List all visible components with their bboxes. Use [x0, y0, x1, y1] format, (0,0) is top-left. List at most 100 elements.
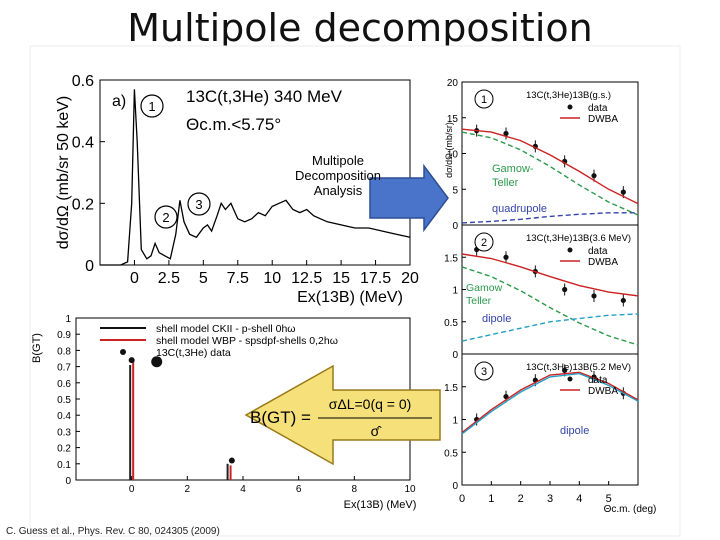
angular-y-tick-label: 1 — [452, 286, 458, 297]
spectrum-y-tick-label: 0 — [85, 258, 94, 275]
angular-y-tick-label: 20 — [447, 78, 459, 89]
angular-y-tick-label: 0 — [452, 221, 458, 232]
angular-data-point — [503, 130, 509, 137]
angular-x-tick-label: 4 — [576, 493, 582, 505]
multipole-arrow-text: Analysis — [314, 183, 363, 198]
spectrum-x-tick-label: 15 — [332, 270, 350, 287]
spectrum-frame — [99, 79, 411, 266]
angular-x-tick-label: 5 — [606, 493, 612, 505]
bgt-data-point — [128, 357, 135, 364]
angular-data-point — [503, 254, 509, 260]
annotation-quadrupole: quadrupole — [492, 203, 547, 215]
angular-y-tick-label: 1 — [452, 416, 458, 427]
spectrum-x-tick-label: 0 — [130, 270, 139, 287]
angular-legend-label: DWBA — [588, 114, 618, 125]
spectrum-y-tick-label: 0.2 — [72, 196, 94, 213]
angular-x-tick-label: 1 — [488, 493, 494, 505]
bgt-y-axis-label: B(GT) — [31, 333, 43, 363]
angular-y-tick-label: 10 — [447, 150, 459, 161]
angular-legend-swatch — [567, 104, 573, 110]
bgt-x-tick-label: 6 — [296, 484, 302, 495]
angular-y-tick-label: 15 — [447, 114, 459, 125]
spectrum-panel-label: a) — [112, 93, 126, 110]
citation: C. Guess et al., Phys. Rev. C 80, 024305… — [6, 526, 220, 537]
bgt-x-tick-label: 0 — [129, 484, 135, 495]
spectrum-x-tick-label: 17.5 — [360, 270, 391, 287]
spectrum-x-tick-label: 20 — [401, 270, 419, 287]
angular-legend-label: data — [588, 375, 608, 386]
bgt-y-tick-label: 0.1 — [57, 460, 71, 471]
angular-panel-label: 2 — [481, 237, 487, 249]
angular-panel-title: 13C(t,3He)13B(5.2 MeV) — [526, 362, 631, 373]
angular-panel-label: 1 — [481, 94, 487, 106]
angular-series-line — [461, 128, 639, 205]
bgt-y-tick-label: 0.9 — [57, 330, 71, 341]
angular-data-point — [562, 286, 568, 293]
spectrum-x-tick-label: 12.5 — [291, 270, 322, 287]
angular-series-line — [461, 131, 639, 216]
annotation-gamow-teller-1: Gamow- — [492, 163, 534, 175]
angular-y-tick-label: 0.5 — [444, 448, 458, 459]
angular-legend-label: DWBA — [588, 386, 618, 397]
angular-data-point — [591, 173, 597, 179]
angular-data-point — [591, 293, 597, 299]
angular-series-line — [461, 313, 639, 342]
bgt-y-tick-label: 0.3 — [57, 427, 71, 438]
angular-panel-circle — [474, 89, 494, 109]
slide-title: Multipole decomposition — [127, 6, 593, 50]
bgt-legend-label: 13C(t,3He) data — [156, 347, 231, 359]
bgt-x-tick-label: 8 — [352, 484, 358, 495]
bgt-data-point — [228, 457, 235, 464]
angular-panel-frame — [461, 81, 639, 226]
spectrum-title-line-1: 13C(t,3He) 340 MeV — [186, 87, 343, 106]
spectrum-y-axis-label: dσ/dΩ (mb/sr 50 keV) — [55, 96, 72, 249]
spectrum-x-tick-label: 5 — [199, 270, 208, 287]
angular-series-line — [461, 372, 639, 435]
spectrum-x-tick-label: 7.5 — [227, 270, 249, 287]
angular-data-point — [562, 367, 568, 373]
circle-marker-label: 2 — [162, 210, 169, 225]
bgt-arrow — [244, 364, 441, 466]
angular-y-tick-label: 1.5 — [444, 383, 458, 394]
angular-series-line — [461, 371, 639, 434]
bgt-x-tick-label: 2 — [185, 484, 191, 495]
annotation-dipole-3: dipole — [560, 425, 589, 437]
angular-series-line — [461, 266, 639, 346]
formula-lhs: B(GT) = — [250, 408, 311, 427]
angular-y-tick-label: 0.5 — [444, 318, 458, 329]
angular-data-point — [503, 393, 509, 400]
circle-marker-2 — [154, 205, 178, 229]
angular-y-tick-label: 1.5 — [444, 253, 458, 264]
bgt-y-tick-label: 0.2 — [57, 444, 71, 455]
multipole-arrow-text: Multipole — [312, 153, 364, 168]
spectrum-y-tick-label: 0.6 — [72, 73, 94, 90]
angular-panel-circle — [474, 232, 494, 252]
angular-panel-title: 13C(t,3He)13B(3.6 MeV) — [526, 233, 631, 244]
angular-data-point — [620, 189, 626, 195]
annotation-gamow-teller-2: Gamow — [466, 282, 503, 294]
annotation-gamow-teller-2b: Teller — [466, 295, 492, 307]
angular-legend-label: data — [588, 103, 608, 114]
circle-marker-1 — [140, 94, 164, 118]
angular-panel-circle — [474, 361, 494, 381]
bgt-data-point — [151, 356, 163, 368]
multipole-arrow-text: Decomposition — [295, 168, 381, 183]
angular-legend-swatch — [567, 247, 573, 253]
circle-marker-label: 3 — [195, 197, 202, 212]
bgt-y-tick-label: 0.4 — [57, 411, 71, 422]
spectrum-y-tick-label: 0.4 — [72, 135, 94, 152]
bgt-y-tick-label: 0.5 — [57, 395, 71, 406]
bgt-y-tick-label: 0.7 — [57, 363, 71, 374]
circle-marker-3 — [187, 192, 211, 216]
annotation-gamow-teller-1b: Teller — [492, 177, 519, 189]
spectrum-x-axis-label: Ex(13B) (MeV) — [297, 289, 403, 306]
angular-x-axis-label: Θc.m. (deg) — [604, 504, 657, 515]
angular-panel-title: 13C(t,3He)13B(g.s.) — [526, 90, 611, 101]
spectrum-title-line-2: Θc.m.<5.75° — [186, 115, 281, 134]
angular-series-line — [461, 212, 638, 224]
angular-data-point — [620, 297, 626, 304]
spectrum-x-tick-label: 2.5 — [158, 270, 180, 287]
bgt-y-tick-label: 0.6 — [57, 379, 71, 390]
bgt-x-axis-label: Ex(13B) (MeV) — [344, 499, 417, 511]
